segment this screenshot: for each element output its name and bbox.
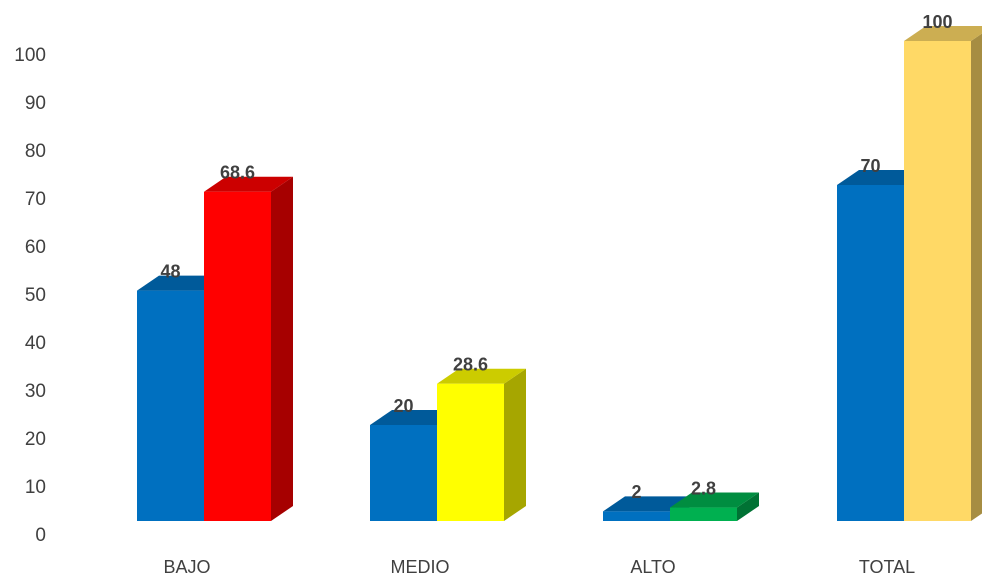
bar-top	[837, 170, 926, 185]
y-tick-label: 50	[25, 285, 46, 306]
bar-front	[437, 383, 504, 521]
bar-side	[271, 176, 293, 521]
bar-top	[137, 275, 226, 291]
y-tick-label: 30	[25, 381, 46, 402]
y-tick-label: 80	[25, 141, 46, 162]
y-tick-label: 20	[25, 429, 46, 450]
x-tick-label: TOTAL	[859, 557, 915, 577]
bar-front	[603, 511, 670, 521]
bar-side	[737, 492, 759, 521]
value-label: 70	[860, 156, 880, 176]
y-tick-label: 0	[35, 525, 46, 546]
bar-front	[904, 41, 971, 521]
y-tick-label: 40	[25, 333, 46, 354]
bar-top	[370, 410, 459, 425]
bar-front	[137, 290, 204, 521]
value-label: 68.6	[220, 162, 255, 182]
x-tick-label: ALTO	[630, 557, 675, 577]
x-tick-label: BAJO	[163, 557, 210, 577]
bar-side	[971, 33, 982, 521]
bar-front	[837, 185, 904, 521]
bar-top	[437, 368, 526, 384]
value-label: 28.6	[453, 354, 488, 374]
bar-front	[670, 507, 737, 521]
y-tick-label: 90	[25, 93, 46, 114]
bar-top	[670, 492, 759, 508]
y-tick-label: 60	[25, 237, 46, 258]
bar	[437, 368, 526, 521]
bar-front	[204, 191, 271, 521]
value-label: 2.8	[691, 478, 716, 498]
bar	[904, 26, 982, 521]
y-tick-label: 10	[25, 477, 46, 498]
bar-side	[504, 368, 526, 521]
value-label: 2	[631, 482, 641, 502]
bar	[204, 176, 293, 521]
x-tick-label: MEDIO	[390, 557, 449, 577]
bar	[670, 492, 759, 521]
y-tick-label: 70	[25, 189, 46, 210]
value-label: 100	[922, 12, 952, 32]
bar-top	[904, 26, 982, 41]
bar-top	[204, 176, 293, 192]
bar-top	[603, 496, 692, 512]
bar-front	[370, 425, 437, 521]
value-label: 20	[393, 396, 413, 416]
value-label: 48	[160, 261, 180, 281]
y-tick-label: 100	[14, 45, 46, 66]
